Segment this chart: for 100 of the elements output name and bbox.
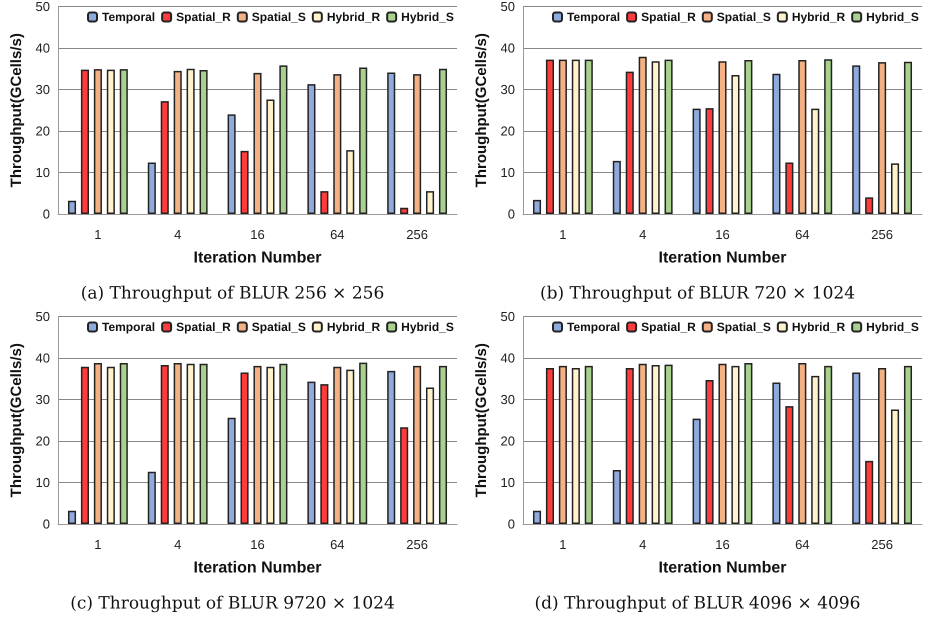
bar (772, 74, 780, 214)
bar (413, 74, 422, 214)
bar (546, 60, 554, 214)
bar (174, 362, 182, 524)
y-tick-label: 40 (36, 350, 50, 366)
bar (438, 68, 448, 214)
bar (307, 382, 316, 524)
x-tick-label: 16 (250, 227, 265, 242)
bar (852, 65, 860, 214)
bar (68, 200, 76, 214)
bar (94, 69, 102, 214)
bar (387, 370, 396, 524)
bar (904, 62, 912, 214)
bar (652, 365, 660, 524)
bar (240, 372, 249, 524)
bar (426, 387, 434, 524)
legend-label: Hybrid_S (866, 320, 919, 334)
bar (320, 384, 328, 524)
bar (532, 200, 542, 214)
bar (824, 59, 832, 214)
y-tick-label: 40 (36, 40, 50, 56)
bar (772, 382, 780, 524)
bar (626, 72, 634, 214)
bar (890, 409, 900, 524)
legend-label: Spatial_R (176, 10, 232, 24)
legend-label: Spatial_R (641, 320, 696, 334)
legend-label: Hybrid_R (326, 10, 381, 24)
bar (558, 60, 567, 214)
y-tick-label: 10 (36, 475, 50, 490)
bar (106, 366, 115, 524)
x-tick-label: 64 (330, 537, 345, 552)
x-tick-label: 64 (330, 227, 345, 242)
x-tick-label: 4 (639, 537, 646, 552)
legend-label: Temporal (102, 10, 156, 24)
bar (413, 366, 422, 524)
x-tick-label: 256 (406, 227, 428, 242)
bar (852, 372, 860, 524)
x-axis-title: Iteration Number (193, 250, 322, 266)
bar (160, 101, 169, 214)
bar (80, 366, 90, 524)
bar (572, 368, 580, 524)
bar (798, 60, 806, 214)
bar (359, 68, 368, 214)
bar (186, 364, 195, 524)
legend-label: Spatial_S (716, 10, 771, 24)
bar (785, 162, 794, 214)
x-tick-label: 64 (795, 537, 810, 552)
x-axis-title: Iteration Number (193, 560, 322, 576)
bar (546, 368, 554, 524)
x-axis-title: Iteration Number (658, 560, 787, 576)
legend-label: Spatial_R (176, 320, 232, 334)
y-axis-title: Throughput(GCells/s) (8, 33, 25, 188)
y-tick-label: 50 (500, 309, 515, 324)
legend-label: Spatial_R (641, 10, 696, 24)
x-tick-label: 256 (871, 537, 893, 552)
bar (359, 362, 368, 524)
x-tick-label: 4 (174, 537, 182, 552)
y-tick-label: 0 (508, 206, 515, 222)
bar (200, 70, 208, 214)
bar (333, 366, 342, 524)
bar (904, 366, 912, 524)
x-tick-label: 256 (871, 227, 893, 242)
bar (811, 108, 820, 214)
bar (148, 472, 156, 524)
y-tick-label: 40 (500, 40, 515, 56)
x-tick-label: 1 (559, 537, 567, 552)
bar (438, 366, 448, 524)
legend-label: Hybrid_S (866, 10, 919, 24)
bar (387, 72, 396, 214)
bar (68, 510, 76, 524)
legend-label: Spatial_S (252, 10, 306, 24)
bar (638, 364, 647, 524)
bar (240, 150, 249, 214)
bar (253, 366, 262, 524)
y-tick-label: 30 (500, 392, 515, 407)
bar (346, 370, 354, 524)
x-tick-label: 16 (715, 227, 730, 242)
bar (400, 208, 408, 214)
bar (664, 60, 673, 214)
bar (706, 108, 714, 214)
legend-label: Hybrid_S (401, 320, 454, 334)
bar (266, 366, 274, 524)
bar (718, 61, 727, 214)
y-tick-label: 30 (500, 82, 515, 97)
bar (638, 56, 647, 214)
y-axis-title: Throughput(GCells/s) (473, 343, 490, 498)
x-axis-title: Iteration Number (658, 250, 787, 266)
bar (400, 427, 408, 524)
y-tick-label: 40 (500, 350, 515, 366)
legend-label: Temporal (567, 10, 620, 24)
bar (120, 69, 128, 214)
y-tick-label: 50 (36, 309, 50, 324)
y-tick-label: 30 (36, 392, 50, 407)
bar (798, 362, 806, 524)
y-tick-label: 10 (500, 165, 515, 180)
legend-label: Spatial_S (716, 320, 771, 334)
bar (890, 163, 900, 214)
x-tick-label: 1 (559, 227, 567, 242)
bar (228, 418, 236, 524)
x-tick-label: 16 (715, 537, 730, 552)
